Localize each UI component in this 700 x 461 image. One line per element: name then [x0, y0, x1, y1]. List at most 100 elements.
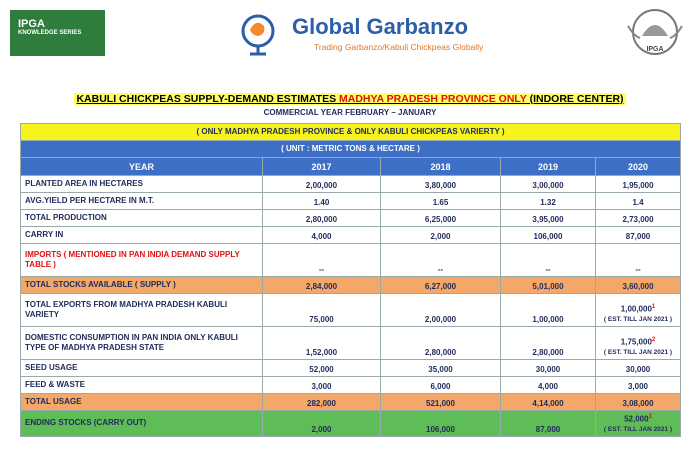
- estimate-note: ( EST. TILL JAN 2021 ): [603, 316, 673, 323]
- value-cell: 2,80,000: [500, 326, 596, 360]
- table-row: IMPORTS ( MENTIONED IN PAN INDIA DEMAND …: [20, 243, 682, 277]
- brand-name: Global Garbanzo: [292, 14, 469, 39]
- value-cell: 1.32: [500, 192, 596, 210]
- logo-title: IPGA: [18, 18, 45, 30]
- title-part: (INDORE CENTER): [526, 93, 624, 105]
- value-cell: 2,80,000: [262, 209, 381, 227]
- unit-row: ( UNIT : METRIC TONS & HECTARE ): [19, 140, 682, 158]
- value-cell: 2,000: [380, 226, 501, 244]
- emblem-title: IPGA: [646, 46, 664, 53]
- value-cell: 521,000: [380, 393, 501, 411]
- value-cell: 4,14,000: [500, 393, 596, 411]
- value-cell: 2,80,000: [380, 326, 501, 360]
- table-row: CARRY IN 4,000 2,000 106,000 87,000: [20, 226, 682, 244]
- value-cell: 3,80,000: [380, 175, 501, 193]
- value-cell: 6,25,000: [380, 209, 501, 227]
- table-row: TOTAL EXPORTS FROM MADHYA PRADESH KABULI…: [20, 293, 682, 327]
- value-cell: 35,000: [380, 359, 501, 377]
- table-row: TOTAL USAGE 282,000 521,000 4,14,000 3,08,00…: [20, 393, 682, 411]
- unit-cell: ( UNIT : METRIC TONS & HECTARE ): [19, 140, 682, 158]
- row-label: DOMESTIC CONSUMPTION IN PAN INDIA ONLY K…: [20, 326, 263, 360]
- row-label: IMPORTS ( MENTIONED IN PAN INDIA DEMAND …: [20, 243, 263, 277]
- column-header: YEAR: [20, 157, 263, 176]
- title-part: MADHYA PRADESH PROVINCE ONLY: [339, 93, 527, 105]
- scope-row: ( ONLY MADHYA PRADESH PROVINCE & ONLY KA…: [19, 123, 682, 141]
- row-label: CARRY IN: [20, 226, 263, 244]
- scope-cell: ( ONLY MADHYA PRADESH PROVINCE & ONLY KA…: [19, 123, 682, 141]
- table-row: FEED & WASTE 3,000 6,000 4,000 3,000: [20, 376, 682, 394]
- value-cell: 2,00,000: [262, 175, 381, 193]
- emblem-graphic: [627, 9, 683, 55]
- column-header: 2017: [262, 157, 381, 176]
- row-label: TOTAL STOCKS AVAILABLE ( SUPPLY ): [20, 276, 263, 294]
- value-cell: 75,000: [262, 293, 381, 327]
- value-cell: 5,01,000: [500, 276, 596, 294]
- value-cell: --: [594, 243, 682, 277]
- value-cell: 6,000: [380, 376, 501, 394]
- value-cell: 1,00,000: [500, 293, 596, 327]
- value-cell: 1.4: [594, 192, 682, 210]
- footnote-mark: 1: [651, 304, 656, 311]
- value-cell: 1.65: [380, 192, 501, 210]
- value-text: 52,000: [624, 414, 649, 424]
- value-cell: 30,000: [594, 359, 682, 377]
- estimate-note: ( EST. TILL JAN 2021 ): [603, 349, 673, 356]
- table-row: ENDING STOCKS (CARRY OUT) 2,000 106,000 87,…: [20, 410, 682, 437]
- row-label: PLANTED AREA IN HECTARES: [20, 175, 263, 193]
- value-cell: 3,00,000: [500, 175, 596, 193]
- value-text: 1,00,000: [620, 305, 652, 314]
- ipga-emblem: IPGA: [622, 6, 688, 62]
- document-subtitle: COMMERCIAL YEAR FEBRUARY – JANUARY: [263, 108, 437, 117]
- table-row: TOTAL PRODUCTION 2,80,000 6,25,000 3,95,000…: [20, 209, 682, 227]
- footnote-mark: 1: [648, 414, 652, 420]
- table-row: DOMESTIC CONSUMPTION IN PAN INDIA ONLY K…: [20, 326, 682, 360]
- brand-tagline: Trading Garbanzo/Kabuli Chickpeas Global…: [314, 42, 484, 52]
- value-cell: 3,000: [262, 376, 381, 394]
- footnote-mark: 2: [651, 337, 656, 344]
- column-header: 2018: [380, 157, 501, 176]
- value-cell: 30,000: [500, 359, 596, 377]
- value-cell: 4,000: [262, 226, 381, 244]
- value-cell: 2,84,000: [262, 276, 381, 294]
- value-cell: 52,0001 ( EST. TILL JAN 2021 ): [594, 410, 682, 437]
- column-header: 2020: [594, 157, 682, 176]
- value-cell: 87,000: [500, 410, 596, 437]
- estimate-note: ( EST. TILL JAN 2021 ): [603, 425, 673, 433]
- value-cell: 3,08,000: [594, 393, 682, 411]
- value-cell: --: [262, 243, 381, 277]
- title-highlight: KABULI CHICKPEAS SUPPLY-DEMAND ESTIMATES…: [74, 93, 626, 105]
- header-row: YEAR 2017 2018 2019 2020: [20, 157, 682, 176]
- ipga-knowledge-logo: IPGA KNOWLEDGE SERIES: [10, 10, 105, 56]
- value-cell: 106,000: [500, 226, 596, 244]
- table-row: PLANTED AREA IN HECTARES 2,00,000 3,80,000…: [20, 175, 682, 193]
- value-cell: 106,000: [380, 410, 501, 437]
- value-cell: 1,00,0001 ( EST. TILL JAN 2021 ): [594, 293, 682, 327]
- row-label: SEED USAGE: [20, 359, 263, 377]
- value-cell: 87,000: [594, 226, 682, 244]
- table-row: SEED USAGE 52,000 35,000 30,000 30,000: [20, 359, 682, 377]
- title-part: KABULI CHICKPEAS SUPPLY-DEMAND ESTIMATES: [76, 93, 339, 105]
- row-label: AVG.YIELD PER HECTARE IN M.T.: [20, 192, 263, 210]
- row-label: TOTAL EXPORTS FROM MADHYA PRADESH KABULI…: [20, 293, 263, 327]
- table-row: TOTAL STOCKS AVAILABLE ( SUPPLY ) 2,84,00…: [20, 276, 682, 294]
- brand-icon: [241, 14, 275, 56]
- value-cell: 1.40: [262, 192, 381, 210]
- value-cell: 52,000: [262, 359, 381, 377]
- value-cell: 2,00,000: [380, 293, 501, 327]
- row-label: TOTAL PRODUCTION: [20, 209, 263, 227]
- supply-demand-table: ( ONLY MADHYA PRADESH PROVINCE & ONLY KA…: [19, 123, 682, 437]
- value-cell: 2,000: [262, 410, 381, 437]
- value-cell: --: [380, 243, 501, 277]
- value-cell: 3,60,000: [594, 276, 682, 294]
- logo-subtitle: KNOWLEDGE SERIES: [18, 30, 82, 36]
- row-label: ENDING STOCKS (CARRY OUT): [20, 410, 263, 437]
- value-cell: --: [500, 243, 596, 277]
- value-cell: 1,52,000: [262, 326, 381, 360]
- column-header: 2019: [500, 157, 596, 176]
- value-cell: 2,73,000: [594, 209, 682, 227]
- value-cell: 6,27,000: [380, 276, 501, 294]
- table-row: AVG.YIELD PER HECTARE IN M.T. 1.40 1.65 1.3…: [20, 192, 682, 210]
- row-label: TOTAL USAGE: [20, 393, 263, 411]
- document-title: KABULI CHICKPEAS SUPPLY-DEMAND ESTIMATES…: [0, 89, 700, 107]
